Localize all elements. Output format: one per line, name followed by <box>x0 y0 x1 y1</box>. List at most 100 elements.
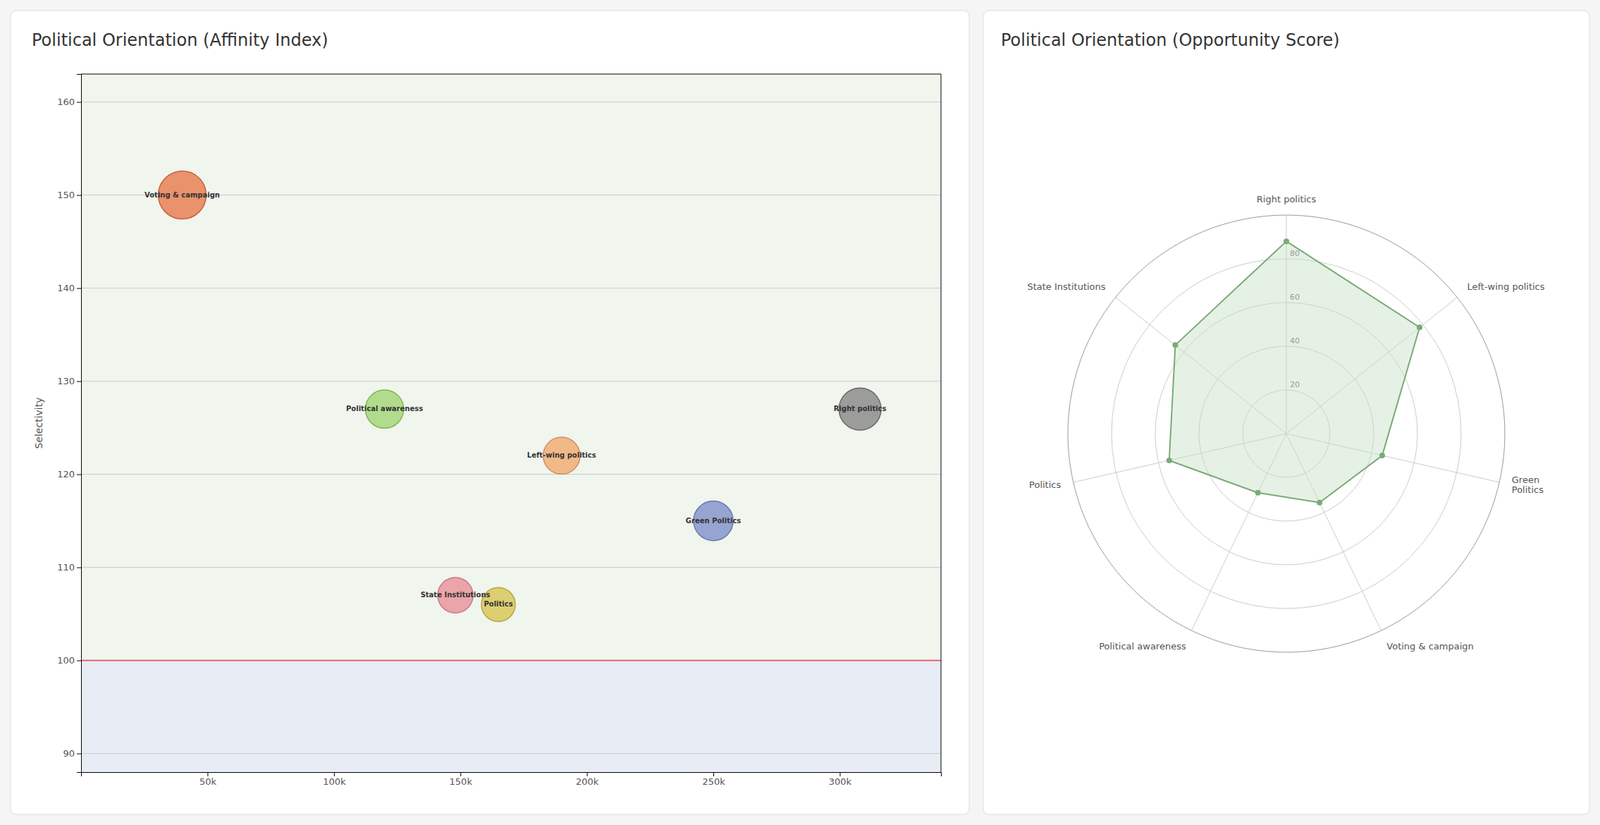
radar-area <box>1067 214 1505 652</box>
x-tick: 100k <box>322 771 347 787</box>
background <box>0 0 1600 825</box>
tick-mark <box>76 474 82 476</box>
y-tick: 140 <box>57 282 82 294</box>
data-label: Voting & campaign <box>144 191 220 199</box>
tick-mark <box>713 771 715 777</box>
tick-mark <box>76 753 82 755</box>
tick-mark <box>587 771 588 777</box>
grid-line <box>81 566 941 568</box>
radar-point <box>1166 457 1173 464</box>
tick-label: 80 <box>1289 248 1300 258</box>
tick-label: 100k <box>322 776 347 787</box>
category-labels: Right politics Left-wing politics GreenPol… <box>1026 193 1545 651</box>
radar-area-fill <box>1169 241 1420 503</box>
data-label: Right politics <box>833 404 887 413</box>
category-label: State Institutions <box>1026 280 1106 292</box>
radar-point <box>1283 238 1290 244</box>
x-tick: 150k <box>449 771 473 787</box>
title: Political Orientation (Opportunity Score… <box>1000 30 1340 51</box>
x-tick: 250k <box>702 771 726 787</box>
tick-mark <box>460 771 461 777</box>
category-label: GreenPolitics <box>1511 473 1544 495</box>
band-below <box>81 660 941 772</box>
tick-label: 90 <box>62 747 75 759</box>
tick-label: 200k <box>575 776 600 787</box>
tick-mark <box>76 102 82 103</box>
y-axis: 90 100 110 120 130 140 150 160 <box>57 74 82 773</box>
tick-label: 300k <box>828 776 853 787</box>
y-tick: 90 <box>62 747 82 759</box>
tick-mark <box>76 288 82 289</box>
panel <box>10 10 970 815</box>
tick-mark <box>76 567 82 569</box>
tick-mark <box>839 771 841 777</box>
tick-label: 100 <box>57 654 75 666</box>
tick-mark <box>76 660 82 662</box>
canvas: Political Orientation (Affinity Index) Vo… <box>0 0 1600 825</box>
bubble-labels: Voting & campaign Political awareness Left… <box>144 191 886 609</box>
tick-label: 250k <box>702 776 726 787</box>
axis-line <box>81 772 942 777</box>
y-tick: 130 <box>57 375 82 387</box>
x-tick: 200k <box>575 771 600 787</box>
radar-point <box>1172 341 1178 348</box>
grid-line <box>81 380 941 382</box>
data-label: Green Politics <box>685 516 741 525</box>
tick-label: 60 <box>1289 292 1300 302</box>
radar-point <box>1379 452 1386 459</box>
radar-point <box>1316 499 1323 506</box>
radar-point <box>1255 489 1261 496</box>
panel <box>983 10 1590 815</box>
tick-mark <box>76 195 82 196</box>
radar-frame <box>1067 214 1505 652</box>
grid-line <box>81 473 941 475</box>
tick-label: 50k <box>199 776 218 787</box>
bubble-chart: Political Orientation (Affinity Index) Vo… <box>10 10 970 815</box>
tick-label: 110 <box>57 561 75 573</box>
tick-mark <box>207 771 208 777</box>
y-tick: 160 <box>57 96 82 108</box>
y-tick: 120 <box>57 468 82 480</box>
category-label: Political awareness <box>1098 640 1187 651</box>
data-label: Political awareness <box>346 404 423 413</box>
tick-label: 120 <box>57 468 75 480</box>
tick-label: 160 <box>57 96 75 108</box>
band-above <box>81 74 941 661</box>
tick-label: 150k <box>449 776 473 787</box>
category-label: Right politics <box>1256 193 1317 205</box>
x-tick: 300k <box>828 771 853 787</box>
tick-label: 40 <box>1289 336 1300 346</box>
grid-line <box>81 101 941 103</box>
grid-line <box>81 659 941 661</box>
x-axis: 50k 100k 150k 200k 250k 300k <box>81 771 942 787</box>
radar-data <box>1166 238 1423 506</box>
threshold-line <box>81 659 941 662</box>
category-label: Left-wing politics <box>1466 280 1545 292</box>
grid-line <box>81 287 941 289</box>
tick-label: 140 <box>57 282 75 294</box>
tick-label: 130 <box>57 375 75 387</box>
radar-point <box>1416 324 1423 330</box>
data-label: State Institutions <box>420 590 491 599</box>
title: Political Orientation (Affinity Index) <box>31 30 329 51</box>
y-tick: 110 <box>57 561 82 573</box>
y-tick: 150 <box>57 189 82 201</box>
tick-label: 20 <box>1289 379 1300 390</box>
tick-label: 150 <box>57 189 75 201</box>
frame-line <box>940 74 942 772</box>
tick-mark <box>76 381 82 383</box>
x-tick: 50k <box>199 771 218 787</box>
radar-chart: Political Orientation (Opportunity Score… <box>983 10 1590 815</box>
grid-line <box>81 752 941 754</box>
plot-area <box>81 74 941 772</box>
data-label: Left-wing politics <box>527 451 597 459</box>
data-label: Politics <box>483 599 513 608</box>
y-axis-title: Selectivity <box>33 396 45 449</box>
axis-line <box>76 74 82 773</box>
category-label: Voting & campaign <box>1386 640 1474 651</box>
ring-labels: 20 40 60 80 <box>1289 248 1300 390</box>
tick-mark <box>334 771 335 777</box>
y-tick: 100 <box>57 654 82 666</box>
frame-line <box>81 74 941 75</box>
category-label: Politics <box>1029 478 1061 490</box>
